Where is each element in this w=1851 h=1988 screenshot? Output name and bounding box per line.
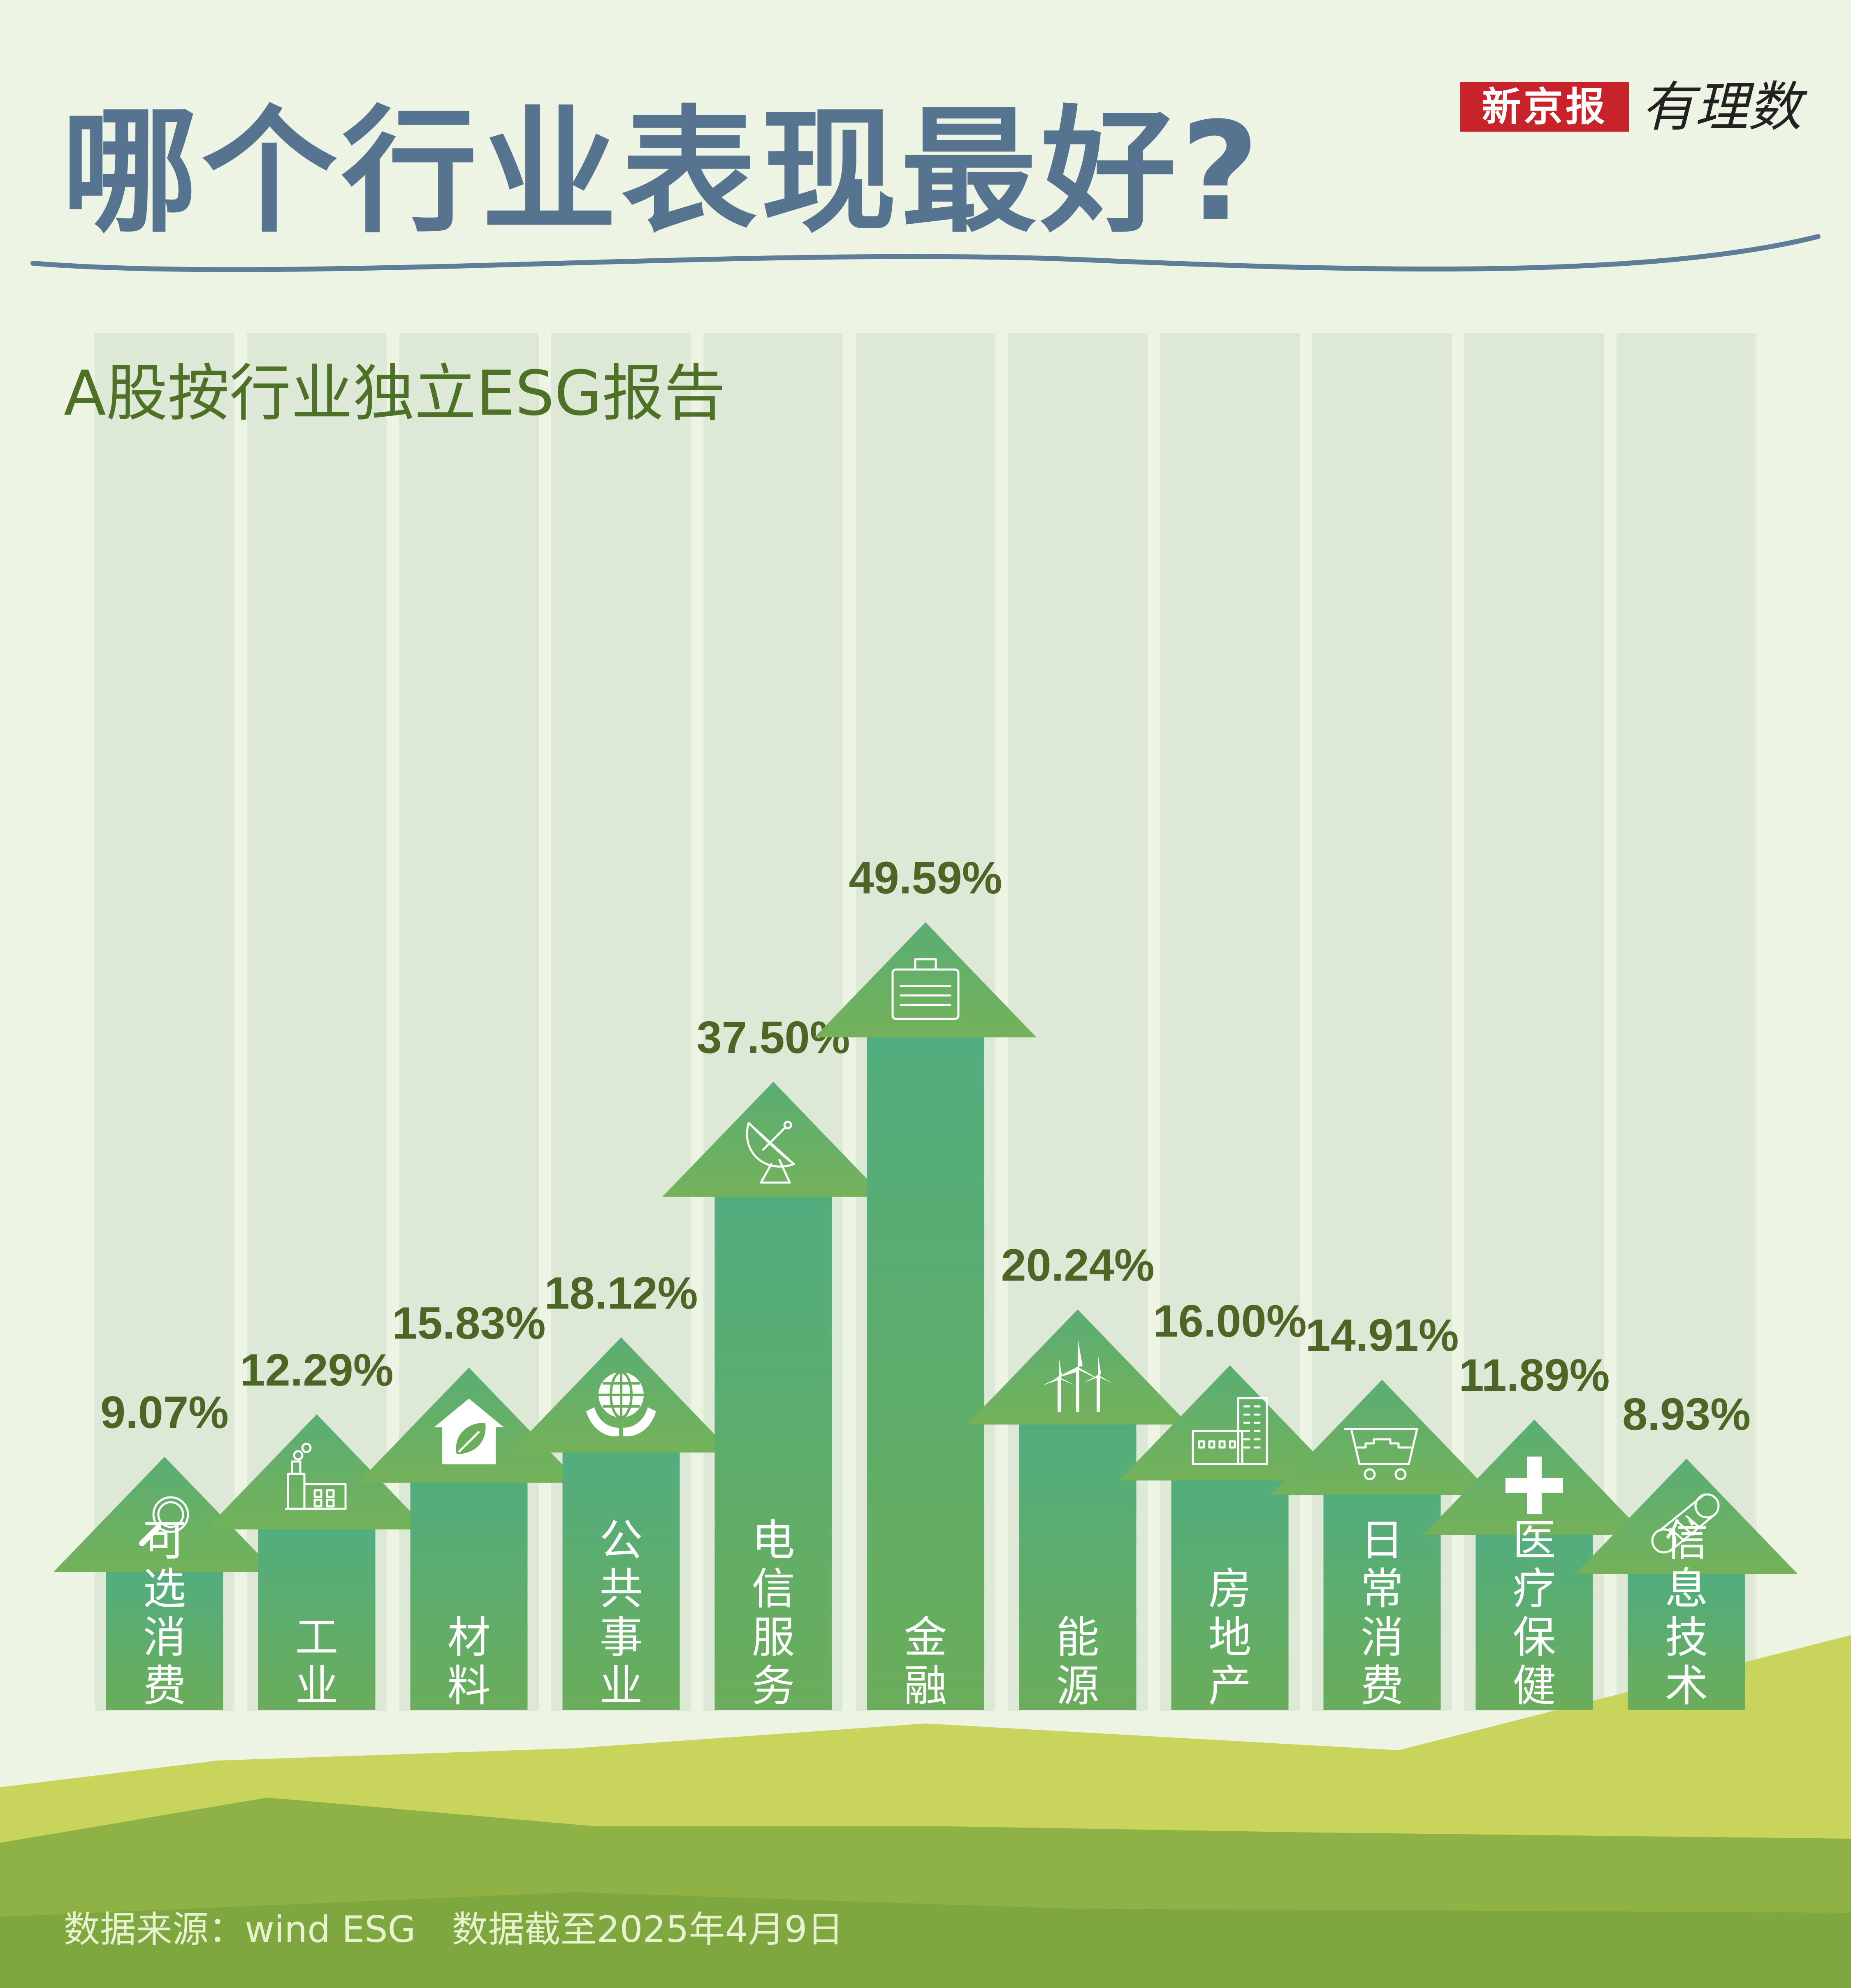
bar-1: 9.07% 可选消费 [53, 1387, 276, 1711]
bar-body [410, 1482, 528, 1710]
bar-body [1323, 1494, 1441, 1710]
brand-logo-script: 有理数 [1641, 76, 1802, 138]
bar-arrowhead [1119, 1365, 1341, 1481]
category-label: 工业 [295, 1612, 338, 1711]
bar-6: 49.59% 金融 [814, 853, 1037, 1711]
data-label: 9.07% [100, 1387, 229, 1438]
bar-body [258, 1529, 376, 1710]
bar-body [1475, 1534, 1593, 1710]
data-label: 12.29% [240, 1345, 393, 1395]
bar-8: 16.00% 房地产 [1119, 1296, 1341, 1711]
bar-2: 12.29% 工业 [206, 1345, 428, 1711]
ground-hills [0, 1635, 1851, 1988]
bar-body [1171, 1480, 1289, 1710]
data-label: 37.50% [696, 1012, 850, 1063]
bar-5: 37.50% 电信服务 [662, 1012, 884, 1711]
brand-logo: 新京报 有理数 [1460, 76, 1802, 138]
bar-body [1628, 1573, 1745, 1710]
data-label: 49.59% [849, 853, 1002, 903]
data-label: 11.89% [1459, 1350, 1610, 1401]
category-label: 材料 [447, 1612, 490, 1711]
category-label: 日常消费 [1360, 1515, 1403, 1711]
category-label: 信息技术 [1665, 1515, 1708, 1711]
category-label: 可选消费 [143, 1515, 186, 1711]
bar-arrowhead [510, 1337, 732, 1453]
bar-arrowhead [814, 922, 1037, 1038]
title-underline-wave [30, 234, 1821, 272]
data-label: 18.12% [544, 1268, 698, 1318]
bar-body [106, 1571, 223, 1710]
bar-body [1019, 1424, 1137, 1710]
chart-title: A股按行业独立ESG报告 [64, 358, 726, 429]
bar-body [562, 1452, 680, 1710]
brand-logo-box: 新京报 [1460, 82, 1629, 132]
bar-arrowhead [206, 1414, 428, 1530]
source-note: 数据来源：wind ESG 数据截至2025年4月9日 [64, 1908, 844, 1951]
bar-body [714, 1196, 832, 1710]
category-label: 公共事业 [599, 1515, 643, 1711]
page-title: 哪个行业表现最好? [62, 93, 1264, 251]
bar-body [867, 1037, 984, 1710]
category-label: 能源 [1056, 1612, 1099, 1711]
data-label: 14.91% [1305, 1310, 1459, 1361]
category-label: 房地产 [1208, 1564, 1251, 1711]
category-label: 医疗保健 [1512, 1515, 1556, 1711]
bar-3: 15.83% 材料 [358, 1298, 580, 1711]
category-label: 金融 [904, 1612, 947, 1711]
data-label: 16.00% [1153, 1296, 1306, 1346]
data-label: 20.24% [1001, 1240, 1154, 1290]
data-label: 8.93% [1622, 1389, 1751, 1440]
ground-hill-dark [0, 1892, 1851, 1988]
category-label: 电信服务 [752, 1515, 795, 1711]
data-label: 15.83% [392, 1298, 545, 1349]
bar-arrowhead [662, 1081, 884, 1197]
